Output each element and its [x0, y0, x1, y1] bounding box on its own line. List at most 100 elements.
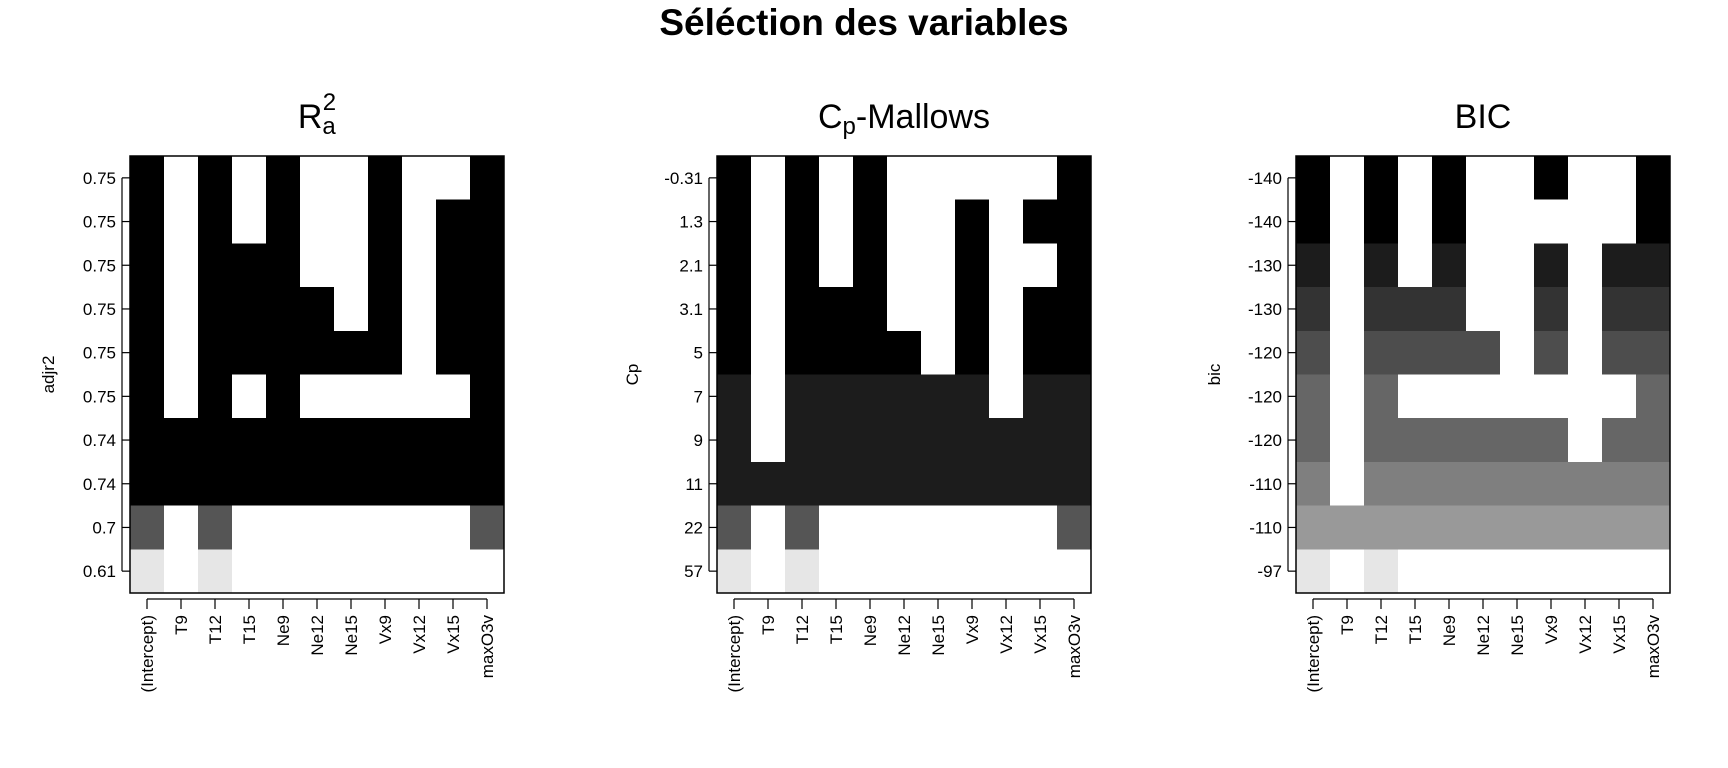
- heatmap-cell: [232, 330, 267, 376]
- x-tick-label: Ne9: [1440, 615, 1459, 646]
- heatmap-cell: [300, 287, 335, 332]
- heatmap-cell: [402, 461, 437, 507]
- heatmap-cell: [1500, 505, 1535, 550]
- y-axis-label: Cp: [623, 364, 642, 386]
- y-tick-label: 0.75: [83, 256, 116, 275]
- heatmap-cell: [921, 549, 956, 594]
- heatmap-cell: [819, 461, 854, 507]
- heatmap-cell: [921, 243, 956, 288]
- heatmap-cell: [1057, 287, 1092, 332]
- y-tick-label: 0.74: [83, 431, 116, 450]
- heatmap-cell: [300, 418, 335, 463]
- heatmap-cell: [1023, 549, 1058, 594]
- x-tick-label: (Intercept): [725, 615, 744, 692]
- heatmap-cell: [853, 549, 888, 594]
- heatmap-cell: [266, 374, 301, 419]
- heatmap-cell: [1398, 374, 1433, 419]
- heatmap-cell: [751, 156, 786, 201]
- x-tick-label: Vx12: [1576, 615, 1595, 654]
- heatmap-cell: [232, 287, 267, 332]
- x-tick-label: maxO3v: [1065, 615, 1084, 679]
- heatmap-cell: [887, 199, 922, 244]
- heatmap-cell: [1534, 287, 1569, 332]
- heatmap-cell: [1432, 374, 1467, 419]
- heatmap-cell: [1602, 330, 1637, 376]
- heatmap-cell: [1568, 418, 1603, 463]
- heatmap-cell: [1432, 156, 1467, 201]
- heatmap-cell: [921, 461, 956, 507]
- heatmap-cell: [1602, 374, 1637, 419]
- heatmap-cell: [1023, 156, 1058, 201]
- x-tick-label: T12: [793, 615, 812, 644]
- x-tick-label: Vx9: [376, 615, 395, 644]
- heatmap-cell: [1296, 199, 1331, 244]
- heatmap-cell: [1500, 374, 1535, 419]
- plot-frame: [716, 155, 1092, 594]
- heatmap-cell: [751, 243, 786, 288]
- heatmap-cell: [1432, 505, 1467, 550]
- heatmap-cell: [955, 330, 990, 376]
- heatmap-cell: [955, 549, 990, 594]
- heatmap-cell: [1568, 505, 1603, 550]
- heatmap-cell: [1534, 374, 1569, 419]
- heatmap-cell: [402, 374, 437, 419]
- heatmap-cell: [436, 549, 471, 594]
- heatmap-cell: [989, 287, 1024, 332]
- heatmap-cell: [1534, 505, 1569, 550]
- heatmap-cell: [300, 156, 335, 201]
- heatmap-cell: [1534, 418, 1569, 463]
- heatmap-cell: [751, 287, 786, 332]
- heatmap-cell: [1398, 330, 1433, 376]
- heatmap-cell: [470, 549, 505, 594]
- heatmap-cell: [989, 156, 1024, 201]
- heatmap-cell: [1057, 156, 1092, 201]
- heatmap-cell: [1602, 461, 1637, 507]
- heatmap-cell: [1330, 156, 1365, 201]
- heatmap-cell: [989, 549, 1024, 594]
- heatmap-cell: [1296, 156, 1331, 201]
- heatmap-cell: [1568, 374, 1603, 419]
- heatmap-cell: [819, 156, 854, 201]
- heatmap-cell: [1432, 330, 1467, 376]
- heatmap-cell: [232, 199, 267, 244]
- heatmap-cell: [887, 418, 922, 463]
- heatmap-cell: [300, 549, 335, 594]
- x-tick-label: (Intercept): [138, 615, 157, 692]
- heatmap-cell: [819, 505, 854, 550]
- heatmap-cell: [1364, 330, 1399, 376]
- heatmap-cell: [470, 418, 505, 463]
- heatmap-cell: [819, 287, 854, 332]
- heatmap-cell: [436, 199, 471, 244]
- heatmap-cell: [717, 461, 752, 507]
- heatmap-cell: [785, 199, 820, 244]
- heatmap-cell: [717, 330, 752, 376]
- heatmap-cell: [819, 374, 854, 419]
- heatmap-cell: [1568, 199, 1603, 244]
- x-tick-label: Ne15: [342, 615, 361, 656]
- heatmap-cell: [1500, 549, 1535, 594]
- heatmap-cell: [402, 156, 437, 201]
- heatmap-cell: [402, 199, 437, 244]
- heatmap-cell: [130, 156, 165, 201]
- heatmap-cell: [300, 199, 335, 244]
- heatmap-cell: [1364, 461, 1399, 507]
- heatmap-cell: [819, 199, 854, 244]
- y-tick-label: -0.31: [664, 169, 703, 188]
- heatmap-cell: [1057, 199, 1092, 244]
- heatmap-cell: [1296, 461, 1331, 507]
- heatmap-cell: [1466, 156, 1501, 201]
- heatmap-cell: [470, 199, 505, 244]
- heatmap-cell: [853, 418, 888, 463]
- heatmap-cell: [819, 243, 854, 288]
- heatmap-cell: [785, 287, 820, 332]
- heatmap-cell: [955, 199, 990, 244]
- heatmap-cell: [1432, 461, 1467, 507]
- heatmap-cell: [921, 330, 956, 376]
- heatmap-cell: [164, 330, 199, 376]
- heatmap-cell: [402, 243, 437, 288]
- heatmap-cell: [1398, 287, 1433, 332]
- heatmap-cell: [266, 549, 301, 594]
- heatmap-cell: [1568, 243, 1603, 288]
- heatmap-cell: [1330, 330, 1365, 376]
- heatmap-cell: [1057, 418, 1092, 463]
